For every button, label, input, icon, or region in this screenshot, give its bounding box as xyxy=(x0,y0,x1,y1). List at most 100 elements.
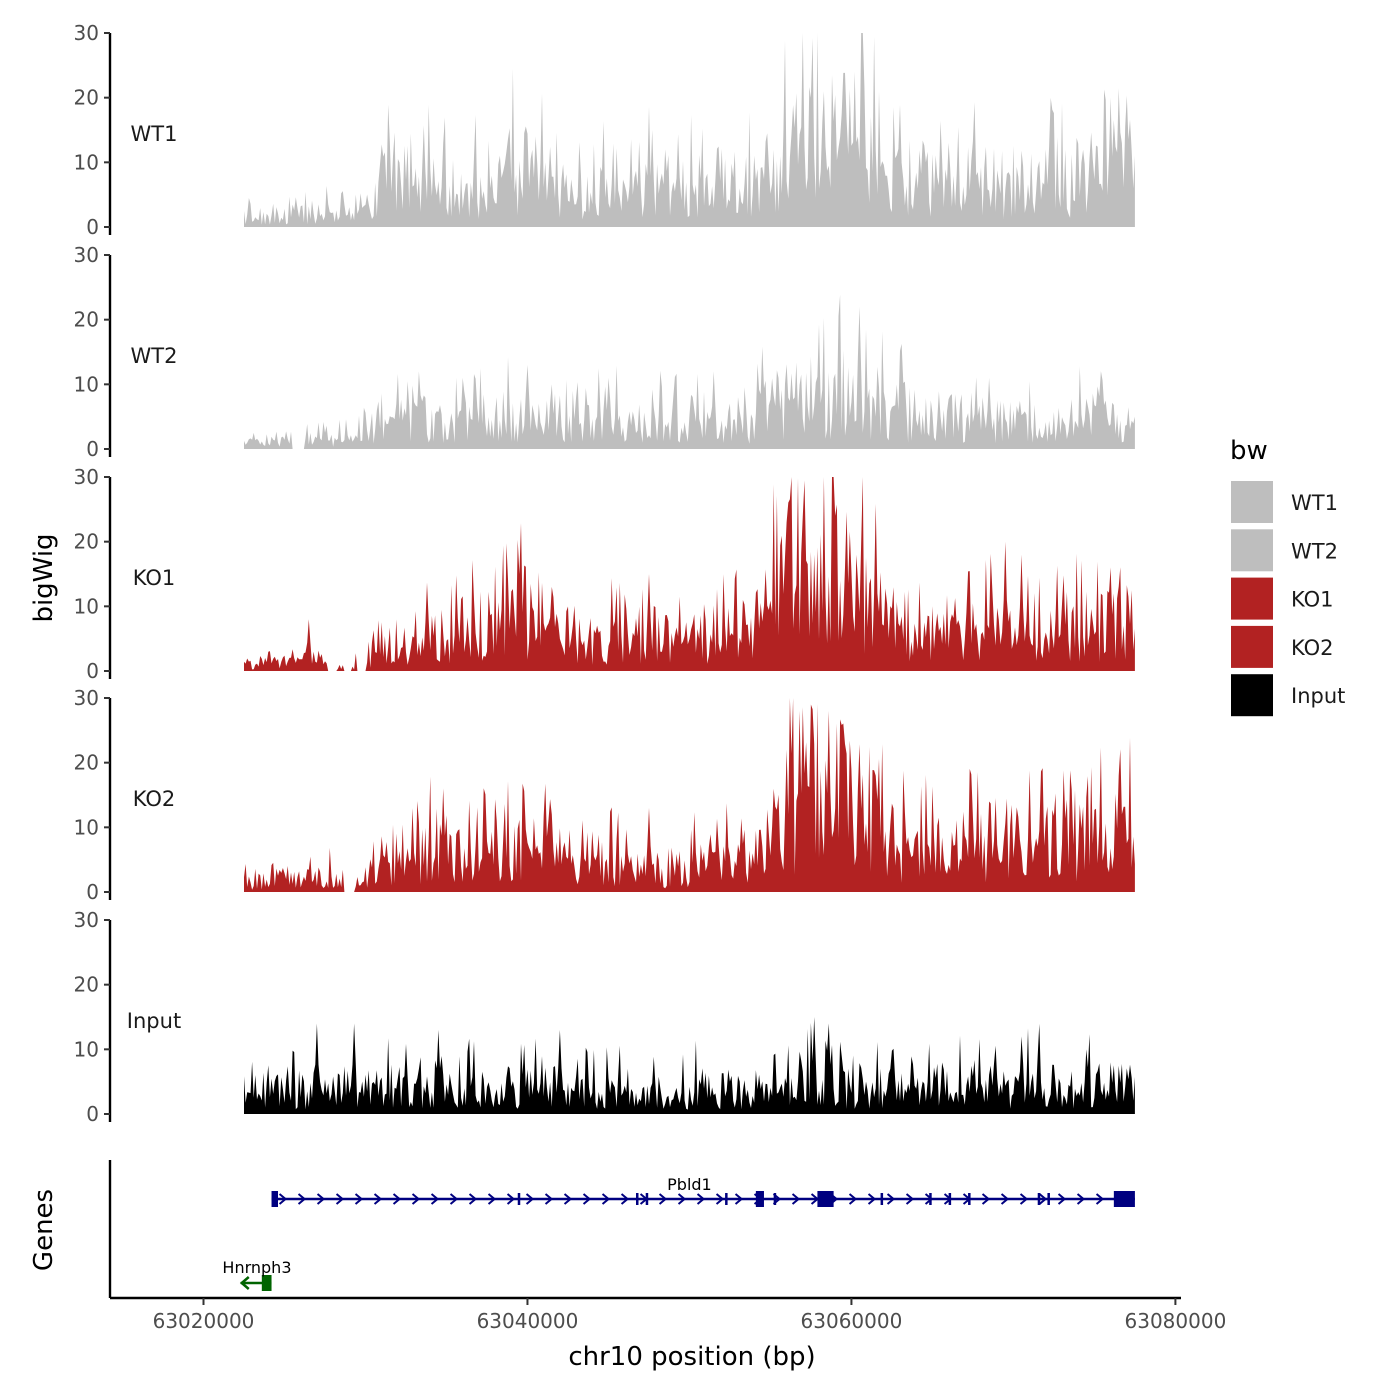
gene-name-label: Pbld1 xyxy=(667,1175,712,1194)
strand-arrow xyxy=(905,1193,915,1205)
strand-arrow xyxy=(734,1193,744,1205)
y-tick-label: 0 xyxy=(86,1102,99,1126)
strand-arrow xyxy=(392,1193,402,1205)
exon xyxy=(1113,1191,1135,1207)
strand-arrow xyxy=(848,1193,858,1205)
exon xyxy=(968,1193,971,1205)
x-tick-label: 63080000 xyxy=(1125,1309,1227,1333)
panel-ko1: 0 10 20 30 KO1 xyxy=(74,465,1135,683)
track-label: WT2 xyxy=(131,344,178,368)
exon xyxy=(948,1193,952,1205)
y-tick-label: 0 xyxy=(86,659,99,683)
x-tick-label: 63060000 xyxy=(801,1309,903,1333)
y-tick-label: 20 xyxy=(74,751,99,775)
y-tick-label: 30 xyxy=(74,908,99,932)
legend-entry-ko2: KO2 xyxy=(1229,623,1334,670)
signal-area-wt2 xyxy=(244,294,1135,449)
legend-label: WT2 xyxy=(1291,539,1338,563)
legend-key xyxy=(1229,527,1275,574)
y-tick-label: 10 xyxy=(74,815,99,839)
genes-panel: Pbld1 Hnrnph3 xyxy=(108,1160,1135,1298)
strand-arrow xyxy=(468,1193,478,1205)
y-tick-label: 10 xyxy=(74,150,99,174)
exon xyxy=(1047,1193,1050,1205)
strand-arrow xyxy=(1076,1193,1086,1205)
signal-area-input xyxy=(244,1017,1135,1114)
strand-arrow xyxy=(506,1193,516,1205)
genes-axis-title-group: Genes xyxy=(29,1189,59,1271)
exon xyxy=(755,1191,764,1207)
strand-arrow xyxy=(297,1193,307,1205)
strand-arrow xyxy=(239,1276,250,1290)
strand-arrow xyxy=(1038,1193,1048,1205)
genes-axis-title: Genes xyxy=(29,1189,59,1271)
strand-arrow xyxy=(335,1193,345,1205)
strand-arrow xyxy=(601,1193,611,1205)
strand-arrow xyxy=(1057,1193,1067,1205)
exon xyxy=(725,1193,728,1205)
legend-label: KO1 xyxy=(1291,588,1334,612)
exon xyxy=(880,1193,884,1205)
y-tick-label: 30 xyxy=(74,243,99,267)
legend-entry-input: Input xyxy=(1229,672,1345,719)
signal-area-ko2 xyxy=(244,698,1135,892)
exon xyxy=(1037,1193,1041,1205)
y-tick-label: 10 xyxy=(74,594,99,618)
strand-arrow xyxy=(563,1193,573,1205)
legend-title: bw xyxy=(1230,436,1268,466)
gene-name-label: Hnrnph3 xyxy=(222,1258,291,1277)
y-tick-label: 30 xyxy=(74,686,99,710)
track-label: WT1 xyxy=(131,122,178,146)
panel-input: 0 10 20 30 Input xyxy=(74,908,1135,1126)
strand-arrow xyxy=(791,1193,801,1205)
x-tick-label: 63020000 xyxy=(153,1309,255,1333)
exon xyxy=(635,1193,639,1205)
strand-arrow xyxy=(582,1193,592,1205)
track-label: KO2 xyxy=(133,787,176,811)
strand-arrow xyxy=(487,1193,497,1205)
y-tick-label: 0 xyxy=(86,880,99,904)
strand-arrow xyxy=(981,1193,991,1205)
signal-area-ko1 xyxy=(244,477,1135,671)
signal-area-wt1 xyxy=(244,33,1135,227)
x-tick-label: 63040000 xyxy=(477,1309,579,1333)
y-axis-title-group: bigWig xyxy=(29,533,59,622)
strand-arrow xyxy=(354,1193,364,1205)
strand-arrow xyxy=(696,1193,706,1205)
y-axis-title: bigWig xyxy=(29,533,59,622)
y-tick-label: 0 xyxy=(86,215,99,239)
y-tick-label: 20 xyxy=(74,86,99,110)
strand-arrow xyxy=(1000,1193,1010,1205)
gene-pbld1: Pbld1 xyxy=(271,1175,1135,1207)
exon xyxy=(261,1275,272,1291)
panel-wt1: 0 10 20 30 WT1 xyxy=(74,21,1135,239)
gene-hnrnph3: Hnrnph3 xyxy=(222,1258,292,1291)
strand-arrow xyxy=(316,1193,326,1205)
y-tick-label: 10 xyxy=(74,372,99,396)
strand-arrow xyxy=(544,1193,554,1205)
strand-arrow xyxy=(1019,1193,1029,1205)
strand-arrow xyxy=(525,1193,535,1205)
y-tick-label: 30 xyxy=(74,465,99,489)
panel-wt2: 0 10 20 30 WT2 xyxy=(74,243,1135,461)
legend-key xyxy=(1229,672,1275,719)
strand-arrow xyxy=(620,1193,630,1205)
y-tick-label: 20 xyxy=(74,530,99,554)
y-tick-label: 10 xyxy=(74,1037,99,1061)
exon xyxy=(645,1193,649,1205)
exon xyxy=(929,1193,932,1205)
legend-label: WT1 xyxy=(1291,491,1338,515)
strand-arrow xyxy=(677,1193,687,1205)
y-tick-label: 30 xyxy=(74,21,99,45)
legend-label: KO2 xyxy=(1291,636,1334,660)
strand-arrow xyxy=(449,1193,459,1205)
legend-key xyxy=(1229,575,1275,622)
legend-entry-wt1: WT1 xyxy=(1229,479,1338,525)
strand-arrow xyxy=(886,1193,896,1205)
strand-arrow xyxy=(373,1193,383,1205)
legend-entry-wt2: WT2 xyxy=(1229,527,1338,574)
exon xyxy=(773,1193,777,1205)
strand-arrow xyxy=(867,1193,877,1205)
panel-ko2: 0 10 20 30 KO2 xyxy=(74,686,1135,904)
y-tick-label: 20 xyxy=(74,973,99,997)
